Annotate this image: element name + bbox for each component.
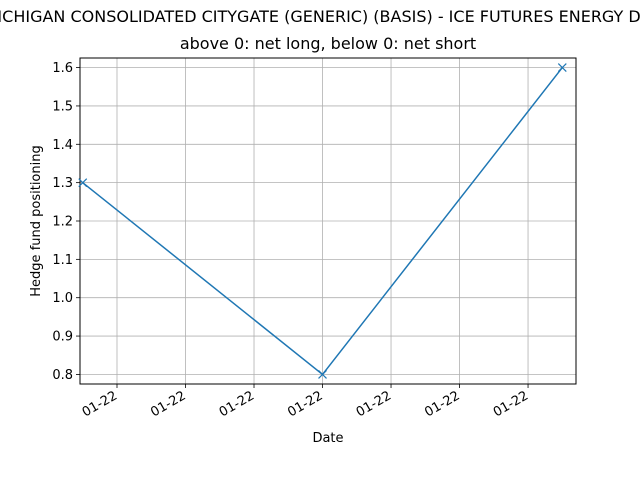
y-tick-label: 1.2 [52,215,73,230]
x-axis-label: Date [312,431,343,446]
x-axis: 01-22 01-22 01-22 01-22 01-22 01-22 01-22 [80,384,531,420]
y-tick-label: 1.1 [52,253,73,268]
chart-subtitle: above 0: net long, below 0: net short [180,34,476,53]
y-tick-label: 1.6 [52,61,73,76]
x-tick-label: 01-22 [354,388,394,420]
y-tick-label: 1.5 [52,99,73,114]
y-axis: 0.8 0.9 1.0 1.1 1.2 1.3 1.4 1.5 1.6 [52,61,80,383]
series-layer [78,63,567,379]
data-point-marker [78,178,88,188]
x-tick-label: 01-22 [285,388,325,420]
x-tick-label: 01-22 [422,388,462,420]
y-tick-label: 1.0 [52,291,73,306]
y-tick-label: 1.3 [52,176,73,191]
y-tick-label: 0.8 [52,368,73,383]
chart-title: MICHIGAN CONSOLIDATED CITYGATE (GENERIC)… [0,7,640,26]
x-tick-label: 01-22 [148,388,188,420]
x-tick-label: 01-22 [491,388,531,420]
grid [80,58,576,384]
x-tick-label: 01-22 [80,388,120,420]
data-point-marker [318,369,327,379]
data-point-marker [557,63,567,73]
y-tick-label: 1.4 [52,138,73,153]
y-axis-label: Hedge fund positioning [29,145,44,296]
x-tick-label: 01-22 [217,388,257,420]
y-tick-label: 0.9 [52,330,73,345]
